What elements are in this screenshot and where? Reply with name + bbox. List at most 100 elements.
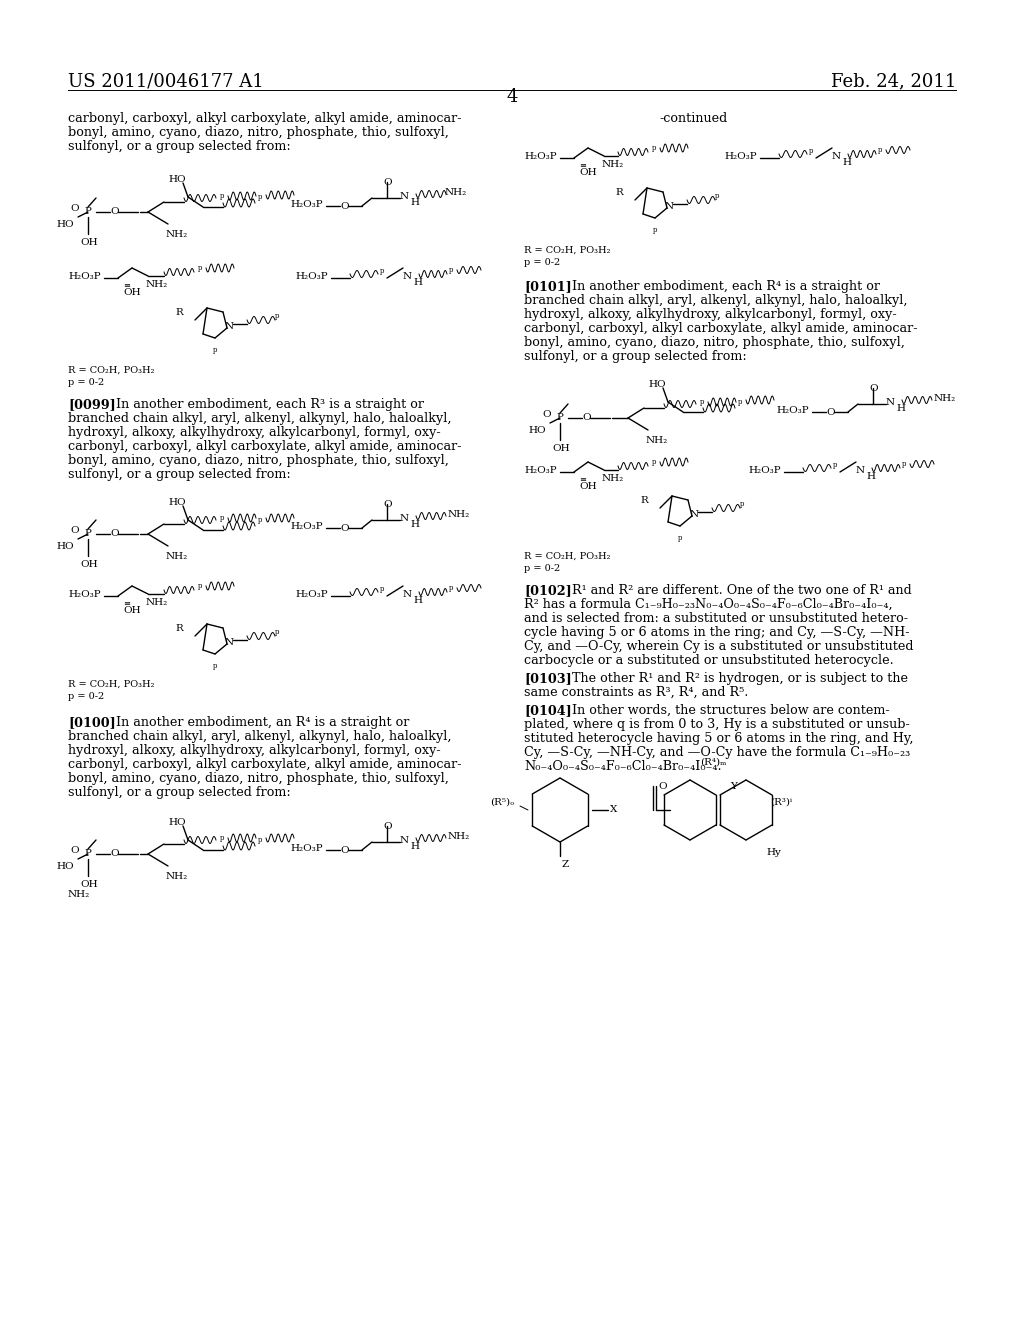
- Text: H₂O₃P: H₂O₃P: [68, 590, 100, 599]
- Text: OH: OH: [80, 880, 97, 888]
- Text: O: O: [340, 846, 348, 855]
- Text: N: N: [225, 322, 234, 331]
- Text: OH: OH: [123, 288, 140, 297]
- Text: H: H: [866, 473, 874, 480]
- Text: carbonyl, carboxyl, alkyl carboxylate, alkyl amide, aminocar-: carbonyl, carboxyl, alkyl carboxylate, a…: [68, 758, 462, 771]
- Text: branched chain alkyl, aryl, alkenyl, alkynyl, halo, haloalkyl,: branched chain alkyl, aryl, alkenyl, alk…: [524, 294, 907, 308]
- Text: O: O: [70, 846, 79, 855]
- Text: (R⁴)ₘ: (R⁴)ₘ: [700, 758, 726, 767]
- Text: p: p: [902, 459, 906, 469]
- Text: [0103]: [0103]: [524, 672, 571, 685]
- Text: branched chain alkyl, aryl, alkenyl, alkynyl, halo, haloalkyl,: branched chain alkyl, aryl, alkenyl, alk…: [68, 412, 452, 425]
- Text: The other R¹ and R² is hydrogen, or is subject to the: The other R¹ and R² is hydrogen, or is s…: [572, 672, 908, 685]
- Text: P: P: [85, 207, 91, 216]
- Text: Feb. 24, 2011: Feb. 24, 2011: [830, 73, 956, 90]
- Text: O: O: [110, 207, 119, 216]
- Text: Cy, and —O-Cy, wherein Cy is a substituted or unsubstituted: Cy, and —O-Cy, wherein Cy is a substitut…: [524, 640, 913, 653]
- Text: O: O: [340, 524, 348, 533]
- Text: P: P: [557, 413, 563, 422]
- Text: bonyl, amino, cyano, diazo, nitro, phosphate, thio, sulfoxyl,: bonyl, amino, cyano, diazo, nitro, phosp…: [68, 125, 449, 139]
- Text: O: O: [383, 178, 391, 187]
- Text: plated, where q is from 0 to 3, Hy is a substituted or unsub-: plated, where q is from 0 to 3, Hy is a …: [524, 718, 909, 731]
- Text: Hy: Hy: [766, 847, 781, 857]
- Text: Cy, —S-Cy, —NH-Cy, and —O-Cy have the formula C₁₋₉H₀₋₂₃: Cy, —S-Cy, —NH-Cy, and —O-Cy have the fo…: [524, 746, 910, 759]
- Text: H: H: [413, 279, 422, 286]
- Text: p: p: [449, 583, 454, 591]
- Text: OH: OH: [123, 606, 140, 615]
- Text: HO: HO: [168, 818, 185, 828]
- Text: R: R: [640, 496, 648, 506]
- Text: NH₂: NH₂: [449, 832, 470, 841]
- Text: HO: HO: [56, 543, 74, 550]
- Text: p: p: [213, 346, 217, 354]
- Text: O: O: [869, 384, 878, 393]
- Text: H: H: [896, 404, 905, 413]
- Text: O: O: [383, 500, 391, 510]
- Text: N: N: [856, 466, 865, 475]
- Text: US 2011/0046177 A1: US 2011/0046177 A1: [68, 73, 264, 90]
- Text: p: p: [220, 191, 224, 201]
- Text: R = CO₂H, PO₃H₂: R = CO₂H, PO₃H₂: [524, 246, 610, 255]
- Text: carbonyl, carboxyl, alkyl carboxylate, alkyl amide, aminocar-: carbonyl, carboxyl, alkyl carboxylate, a…: [68, 440, 462, 453]
- Text: N₀₋₄O₀₋₄S₀₋₄F₀₋₆Cl₀₋₄Br₀₋₄I₀₋₄.: N₀₋₄O₀₋₄S₀₋₄F₀₋₆Cl₀₋₄Br₀₋₄I₀₋₄.: [524, 760, 722, 774]
- Text: p: p: [809, 147, 813, 154]
- Text: OH: OH: [579, 168, 597, 177]
- Text: OH: OH: [80, 238, 97, 247]
- Text: NH₂: NH₂: [449, 510, 470, 519]
- Text: ≡: ≡: [579, 477, 586, 484]
- Text: N: N: [831, 152, 841, 161]
- Text: hydroxyl, alkoxy, alkylhydroxy, alkylcarbonyl, formyl, oxy-: hydroxyl, alkoxy, alkylhydroxy, alkylcar…: [68, 426, 440, 440]
- Text: carbonyl, carboxyl, alkyl carboxylate, alkyl amide, aminocar-: carbonyl, carboxyl, alkyl carboxylate, a…: [524, 322, 918, 335]
- Text: bonyl, amino, cyano, diazo, nitro, phosphate, thio, sulfoxyl,: bonyl, amino, cyano, diazo, nitro, phosp…: [524, 337, 905, 348]
- Text: Z: Z: [562, 861, 569, 869]
- Text: R: R: [175, 624, 182, 634]
- Text: p: p: [878, 147, 883, 154]
- Text: H₂O₃P: H₂O₃P: [524, 466, 557, 475]
- Text: H₂O₃P: H₂O₃P: [724, 152, 757, 161]
- Text: O: O: [826, 408, 835, 417]
- Text: p: p: [275, 312, 280, 319]
- Text: R¹ and R² are different. One of the two one of R¹ and: R¹ and R² are different. One of the two …: [572, 583, 911, 597]
- Text: sulfonyl, or a group selected from:: sulfonyl, or a group selected from:: [524, 350, 746, 363]
- Text: p: p: [652, 144, 656, 152]
- Text: H₂O₃P: H₂O₃P: [295, 590, 328, 599]
- Text: H₂O₃P: H₂O₃P: [290, 201, 323, 209]
- Text: p: p: [258, 193, 262, 201]
- Text: 4: 4: [506, 88, 518, 106]
- Text: N: N: [400, 191, 410, 201]
- Text: [0104]: [0104]: [524, 704, 571, 717]
- Text: p: p: [700, 399, 705, 407]
- Text: O: O: [110, 529, 119, 539]
- Text: N: N: [665, 202, 674, 211]
- Text: NH₂: NH₂: [166, 873, 188, 880]
- Text: R: R: [615, 187, 623, 197]
- Text: H: H: [410, 842, 419, 851]
- Text: NH₂: NH₂: [146, 280, 168, 289]
- Text: cycle having 5 or 6 atoms in the ring; and Cy, —S-Cy, —NH-: cycle having 5 or 6 atoms in the ring; a…: [524, 626, 909, 639]
- Text: R = CO₂H, PO₃H₂: R = CO₂H, PO₃H₂: [524, 552, 610, 561]
- Text: p: p: [275, 628, 280, 636]
- Text: p: p: [833, 461, 838, 469]
- Text: sulfonyl, or a group selected from:: sulfonyl, or a group selected from:: [68, 469, 291, 480]
- Text: P: P: [85, 529, 91, 539]
- Text: NH₂: NH₂: [166, 552, 188, 561]
- Text: NH₂: NH₂: [602, 474, 625, 483]
- Text: Y: Y: [730, 781, 737, 791]
- Text: H: H: [842, 158, 851, 168]
- Text: O: O: [542, 411, 551, 418]
- Text: O: O: [110, 849, 119, 858]
- Text: p: p: [449, 267, 454, 275]
- Text: NH₂: NH₂: [68, 890, 90, 899]
- Text: p = 0-2: p = 0-2: [524, 564, 560, 573]
- Text: HO: HO: [168, 176, 185, 183]
- Text: N: N: [400, 836, 410, 845]
- Text: O: O: [340, 202, 348, 211]
- Text: O: O: [70, 205, 79, 213]
- Text: P: P: [85, 850, 91, 858]
- Text: N: N: [403, 590, 412, 599]
- Text: sulfonyl, or a group selected from:: sulfonyl, or a group selected from:: [68, 140, 291, 153]
- Text: p: p: [198, 264, 203, 272]
- Text: p: p: [220, 834, 224, 842]
- Text: p: p: [678, 535, 683, 543]
- Text: In other words, the structures below are contem-: In other words, the structures below are…: [572, 704, 890, 717]
